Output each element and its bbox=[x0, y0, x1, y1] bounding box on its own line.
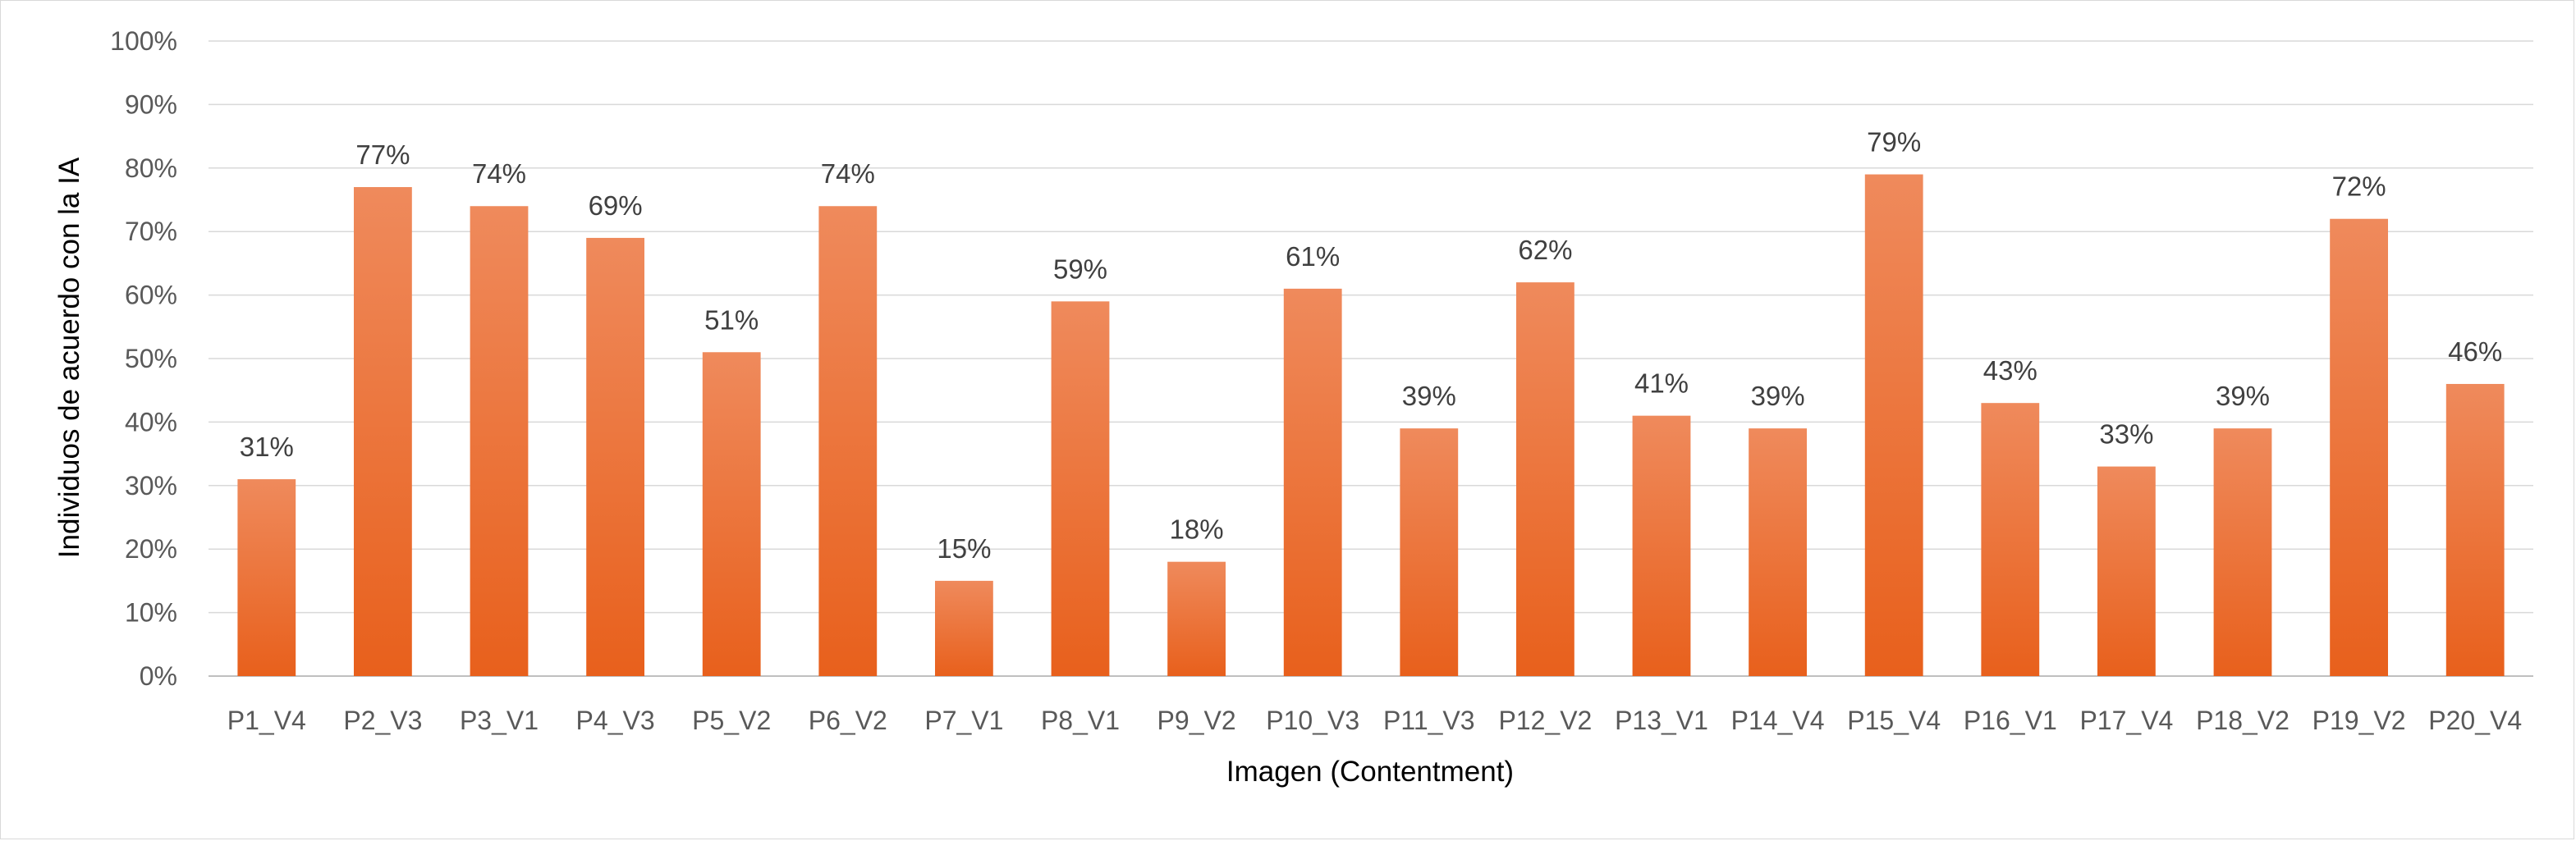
bar-P7_V1 bbox=[935, 580, 993, 676]
bar-P1_V4 bbox=[237, 479, 296, 676]
y-tick-label: 90% bbox=[125, 89, 177, 119]
bar-P18_V2 bbox=[2213, 428, 2272, 676]
data-label-P6_V2: 74% bbox=[821, 158, 875, 189]
x-tick-label-P14_V4: P14_V4 bbox=[1731, 706, 1825, 735]
y-tick-label: 100% bbox=[110, 26, 177, 56]
y-tick-label: 0% bbox=[140, 661, 177, 691]
data-label-P5_V2: 51% bbox=[704, 304, 759, 335]
x-tick-label-P13_V1: P13_V1 bbox=[1615, 706, 1708, 735]
bar-P15_V4 bbox=[1864, 174, 1923, 677]
data-label-P4_V3: 69% bbox=[589, 190, 643, 221]
bar-P10_V3 bbox=[1283, 288, 1342, 676]
bar-P16_V1 bbox=[1981, 403, 2040, 676]
x-tick-label-P18_V2: P18_V2 bbox=[2196, 706, 2290, 735]
data-label-P17_V4: 33% bbox=[2099, 419, 2153, 450]
bar-P6_V2 bbox=[818, 206, 878, 677]
bar-P3_V1 bbox=[470, 206, 529, 677]
bar-P5_V2 bbox=[702, 352, 761, 676]
x-tick-label-P9_V2: P9_V2 bbox=[1157, 706, 1236, 735]
data-label-P19_V2: 72% bbox=[2332, 171, 2386, 202]
data-label-P13_V1: 41% bbox=[1634, 368, 1689, 399]
bars bbox=[237, 174, 2505, 677]
data-label-P10_V3: 61% bbox=[1286, 241, 1340, 272]
data-label-P3_V1: 74% bbox=[472, 158, 526, 189]
y-tick-label: 70% bbox=[125, 217, 177, 246]
y-axis-title: Individuos de acuerdo con la IA bbox=[53, 157, 85, 558]
x-tick-label-P19_V2: P19_V2 bbox=[2312, 706, 2406, 735]
x-tick-label-P4_V3: P4_V3 bbox=[576, 706, 655, 735]
data-label-P7_V1: 15% bbox=[937, 533, 991, 564]
x-tick-label-P16_V1: P16_V1 bbox=[1964, 706, 2057, 735]
data-label-P20_V4: 46% bbox=[2448, 336, 2502, 367]
bar-P20_V4 bbox=[2445, 383, 2505, 676]
y-tick-label: 10% bbox=[125, 598, 177, 628]
x-tick-label-P5_V2: P5_V2 bbox=[692, 706, 771, 735]
data-label-P11_V3: 39% bbox=[1402, 381, 1456, 411]
data-label-P14_V4: 39% bbox=[1751, 381, 1805, 411]
bar-P17_V4 bbox=[2097, 466, 2156, 676]
y-tick-label: 80% bbox=[125, 153, 177, 183]
bar-P12_V2 bbox=[1516, 282, 1574, 676]
x-tick-label-P2_V3: P2_V3 bbox=[343, 706, 422, 735]
data-label-P18_V2: 39% bbox=[2216, 381, 2270, 411]
y-tick-label: 50% bbox=[125, 344, 177, 373]
data-label-P16_V1: 43% bbox=[1983, 355, 2037, 386]
x-tick-label-P1_V4: P1_V4 bbox=[227, 706, 306, 735]
y-tick-label: 20% bbox=[125, 534, 177, 564]
x-axis-tick-labels: P1_V4 P2_V3 P3_V1 P4_V3 P5_V2 P6_V2 P7_V1 P8_V1… bbox=[227, 706, 2522, 735]
data-label-P8_V1: 59% bbox=[1053, 254, 1107, 284]
bar-P11_V3 bbox=[1400, 428, 1459, 676]
x-tick-label-P11_V3: P11_V3 bbox=[1383, 706, 1475, 735]
data-label-P1_V4: 31% bbox=[240, 432, 294, 462]
data-labels: 31% 77% 74% 69% 51% 74% 15% 59% 18% 61% 39% 62% 41% 3… bbox=[240, 127, 2502, 564]
x-tick-label-P7_V1: P7_V1 bbox=[924, 706, 1003, 735]
bar-P4_V3 bbox=[586, 237, 644, 676]
x-tick-label-P8_V1: P8_V1 bbox=[1041, 706, 1120, 735]
data-label-P9_V2: 18% bbox=[1170, 514, 1224, 545]
x-tick-label-P3_V1: P3_V1 bbox=[460, 706, 539, 735]
bar-P13_V1 bbox=[1632, 415, 1691, 676]
data-label-P2_V3: 77% bbox=[355, 139, 410, 170]
x-tick-label-P20_V4: P20_V4 bbox=[2428, 706, 2522, 735]
x-tick-label-P12_V2: P12_V2 bbox=[1498, 706, 1592, 735]
x-tick-label-P10_V3: P10_V3 bbox=[1266, 706, 1359, 735]
gridlines bbox=[209, 40, 2533, 677]
x-tick-label-P6_V2: P6_V2 bbox=[809, 706, 887, 735]
x-axis-title: Imagen (Contentment) bbox=[1226, 756, 1514, 788]
data-label-P12_V2: 62% bbox=[1518, 235, 1572, 265]
x-tick-label-P17_V4: P17_V4 bbox=[2079, 706, 2173, 735]
bar-P2_V3 bbox=[354, 187, 412, 676]
y-tick-label: 60% bbox=[125, 281, 177, 310]
y-axis-tick-labels: 0% 10% 20% 30% 40% 50% 60% 70% 80% 90% 100% bbox=[110, 26, 177, 691]
bar-P8_V1 bbox=[1051, 301, 1110, 676]
bar-P14_V4 bbox=[1749, 428, 1807, 676]
data-label-P15_V4: 79% bbox=[1867, 127, 1921, 158]
bar-P9_V2 bbox=[1167, 561, 1226, 676]
y-tick-label: 40% bbox=[125, 407, 177, 436]
x-tick-label-P15_V4: P15_V4 bbox=[1847, 706, 1941, 735]
bar-P19_V2 bbox=[2330, 218, 2388, 677]
y-tick-label: 30% bbox=[125, 471, 177, 500]
